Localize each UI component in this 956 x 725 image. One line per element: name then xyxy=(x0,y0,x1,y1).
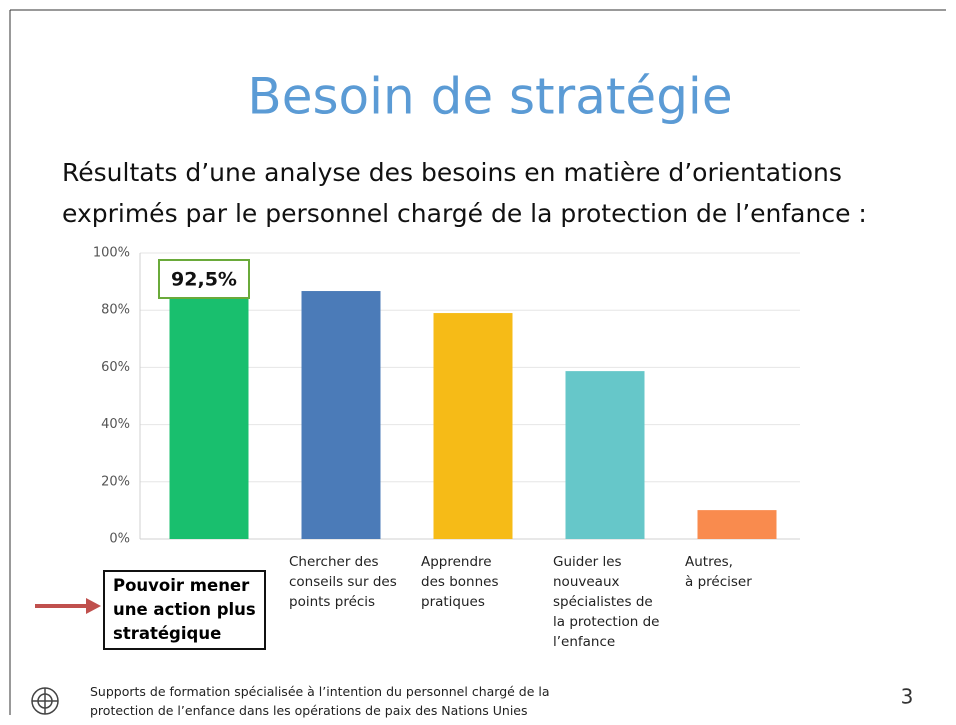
bar xyxy=(697,510,777,539)
x-tick-label: Guider les nouveaux spécialistes de la p… xyxy=(553,554,660,650)
y-tick-label: 40% xyxy=(101,417,130,432)
subtitle: Résultats d’une analyse des besoins en m… xyxy=(62,158,867,228)
un-logo xyxy=(31,687,59,715)
y-tick-label: 80% xyxy=(101,303,130,318)
x-tick-label: Chercher des conseils sur des points pré… xyxy=(289,554,397,610)
x-tick-label: Autres, à préciser xyxy=(685,554,752,590)
title: Besoin de stratégie xyxy=(247,68,732,126)
footer: Supports de formation spécialisée à l’in… xyxy=(90,684,550,718)
value-label: 92,5% xyxy=(171,269,237,291)
x-tick-label: Pouvoir mener une action plus stratégiqu… xyxy=(103,570,266,650)
y-tick-label: 60% xyxy=(101,360,130,375)
value-label-box xyxy=(158,259,250,299)
bar xyxy=(301,291,381,539)
arrow xyxy=(35,598,101,614)
bar xyxy=(433,313,513,539)
bar xyxy=(565,371,645,539)
y-tick-label: 0% xyxy=(109,532,130,547)
page-number: 3 xyxy=(901,685,914,709)
bar xyxy=(169,274,249,539)
x-tick-label: Apprendre des bonnes pratiques xyxy=(421,554,499,610)
y-tick-label: 20% xyxy=(101,474,130,489)
y-tick-label: 100% xyxy=(93,246,130,261)
